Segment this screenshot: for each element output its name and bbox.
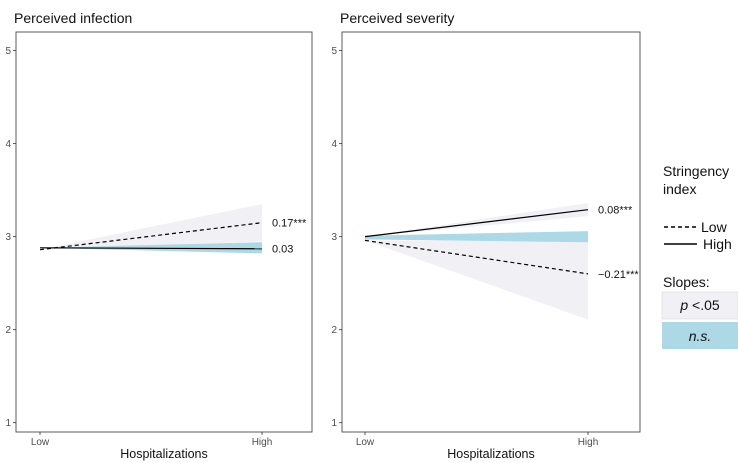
ci-band-significant [365,203,588,237]
x-tick-label: Low [31,437,50,448]
series-line-low [364,239,589,275]
legend-slope-significant: p <.05 [679,297,720,313]
x-axis: Low High [31,432,272,448]
x-axis-label: Hospitalizations [120,447,208,461]
slope-label-low: 0.17*** [272,218,307,230]
legend-title-line2: index [663,181,696,197]
series-line-high [364,209,589,238]
y-tick-label: 3 [331,232,337,243]
x-axis: Low High [356,432,598,448]
y-axis: 1 2 3 4 5 [331,46,342,429]
ci-band-significant [40,204,262,250]
series-line-low [39,222,263,251]
slope-labels: 0.17*** 0.03 [272,218,307,256]
legend: Stringency index Low High Slopes: p <.05… [661,163,738,349]
slope-label-low: −0.21*** [598,269,639,281]
panel-title: Perceived infection [14,10,132,26]
panel-perceived-infection: Perceived infection 1 2 3 4 5 Low High 0.17**… [5,10,313,461]
x-tick-label: High [252,437,273,448]
y-tick-label: 4 [5,139,11,150]
ci-band-significant [365,240,588,320]
legend-swatch-significant [661,291,738,320]
y-tick-label: 4 [331,139,337,150]
y-tick-label: 1 [5,418,11,429]
y-tick-label: 5 [331,46,337,57]
panel-perceived-severity: Perceived severity 1 2 3 4 5 Low High 0.08***… [331,10,641,461]
y-tick-label: 1 [331,418,337,429]
band-layer [40,204,262,254]
panel-frame [341,31,641,433]
legend-item-high: High [703,236,732,252]
y-axis: 1 2 3 4 5 [5,46,16,429]
legend-slope-ns: n.s. [689,328,712,344]
slope-label-high: 0.03 [272,244,293,256]
x-axis-label: Hospitalizations [447,447,535,461]
slope-label-high: 0.08*** [598,205,633,217]
ci-band-ns [365,231,588,243]
line-layer [364,209,589,275]
panel-title: Perceived severity [340,10,454,26]
x-tick-label: Low [356,437,375,448]
legend-swatch-ns [662,322,738,349]
y-tick-label: 3 [5,232,11,243]
legend-title-line1: Stringency [663,163,729,179]
panel-frame [15,31,313,433]
line-layer [39,222,263,251]
y-tick-label: 2 [5,325,11,336]
y-tick-label: 5 [5,46,11,57]
legend-item-low: Low [701,219,728,235]
x-tick-label: High [578,437,599,448]
y-tick-label: 2 [331,325,337,336]
band-layer [365,203,588,320]
legend-slopes-title: Slopes: [663,274,710,290]
series-line-high [39,247,263,250]
slope-labels: 0.08*** −0.21*** [598,205,639,281]
